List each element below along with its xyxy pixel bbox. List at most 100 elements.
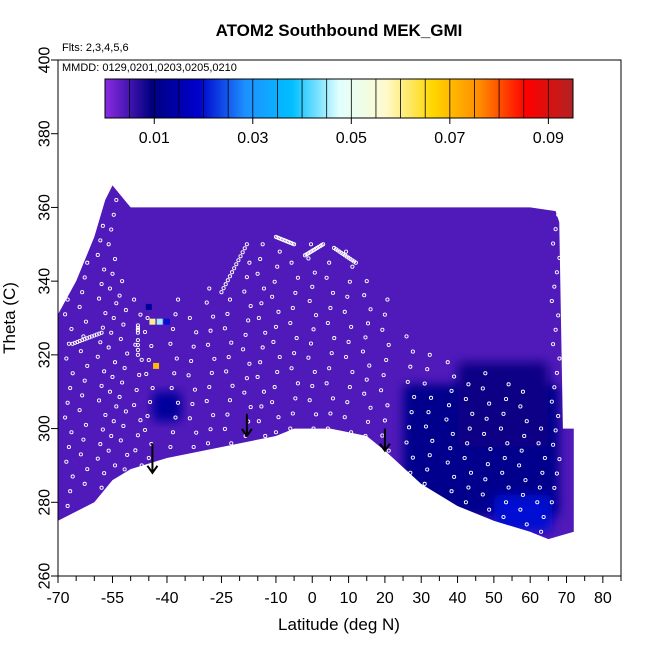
x-tick-label: 0 bbox=[308, 590, 317, 607]
obs-point bbox=[463, 500, 468, 505]
obs-point bbox=[168, 341, 173, 346]
obs-point bbox=[470, 411, 475, 416]
obs-point bbox=[246, 318, 251, 323]
obs-point bbox=[380, 327, 385, 332]
obs-point bbox=[498, 426, 504, 431]
obs-point bbox=[353, 260, 358, 265]
obs-point bbox=[329, 351, 334, 356]
obs-point bbox=[145, 413, 150, 419]
obs-point bbox=[312, 270, 317, 275]
obs-point bbox=[99, 330, 104, 335]
obs-point bbox=[307, 398, 312, 403]
obs-point bbox=[139, 463, 144, 468]
x-tick-label: -55 bbox=[101, 590, 124, 607]
obs-point bbox=[175, 400, 181, 405]
y-tick-label: 260 bbox=[37, 563, 54, 590]
obs-point bbox=[100, 325, 105, 330]
obs-point bbox=[109, 433, 114, 438]
obs-point bbox=[347, 279, 352, 284]
obs-point bbox=[423, 424, 428, 429]
obs-point bbox=[271, 339, 276, 345]
obs-point bbox=[263, 330, 268, 335]
obs-point bbox=[142, 427, 148, 433]
obs-point bbox=[426, 410, 431, 415]
obs-point bbox=[172, 371, 177, 376]
obs-point bbox=[332, 336, 337, 341]
x-tick-label: 20 bbox=[376, 590, 394, 607]
heatmap-field bbox=[58, 185, 574, 540]
obs-point bbox=[552, 284, 557, 289]
y-tick-label: 320 bbox=[37, 341, 54, 368]
obs-point bbox=[425, 467, 430, 472]
obs-point bbox=[85, 467, 90, 472]
obs-point bbox=[556, 313, 561, 318]
obs-point bbox=[263, 433, 268, 438]
obs-point bbox=[248, 405, 253, 410]
obs-point bbox=[222, 426, 227, 431]
x-tick-label: -25 bbox=[210, 590, 233, 607]
obs-point bbox=[480, 386, 485, 391]
obs-point bbox=[135, 347, 140, 352]
obs-point bbox=[122, 467, 127, 472]
obs-point bbox=[96, 500, 102, 505]
obs-point bbox=[240, 250, 245, 255]
obs-point bbox=[100, 427, 105, 432]
obs-point bbox=[260, 345, 265, 350]
obs-point bbox=[225, 412, 230, 417]
obs-point bbox=[83, 422, 89, 427]
obs-point bbox=[221, 286, 226, 291]
obs-point bbox=[232, 266, 237, 271]
obs-point bbox=[325, 426, 330, 431]
obs-point bbox=[259, 301, 264, 306]
obs-point bbox=[386, 342, 391, 347]
y-tick-label: 300 bbox=[37, 415, 54, 442]
obs-point bbox=[149, 343, 154, 349]
obs-point bbox=[227, 297, 233, 302]
obs-point bbox=[276, 415, 281, 420]
obs-point bbox=[554, 370, 559, 375]
obs-point bbox=[449, 489, 454, 494]
obs-point bbox=[324, 275, 329, 280]
obs-point bbox=[81, 437, 86, 442]
y-axis: 260 280 300 320 340 360 380 400 bbox=[37, 47, 58, 590]
obs-point bbox=[536, 441, 541, 446]
obs-point bbox=[112, 360, 118, 365]
obs-point bbox=[238, 254, 243, 259]
obs-point bbox=[539, 426, 544, 431]
obs-point bbox=[80, 393, 85, 398]
obs-point bbox=[225, 278, 230, 283]
obs-point bbox=[467, 426, 472, 431]
obs-point bbox=[554, 471, 559, 476]
obs-point bbox=[106, 242, 111, 247]
obs-point bbox=[256, 419, 261, 424]
obs-point bbox=[449, 388, 454, 393]
obs-point bbox=[363, 335, 368, 340]
y-tick-label: 380 bbox=[37, 120, 54, 147]
x-axis-label: Latitude (deg N) bbox=[278, 615, 400, 634]
obs-point bbox=[99, 282, 104, 287]
obs-point bbox=[487, 401, 492, 406]
obs-point bbox=[311, 327, 316, 332]
obs-point bbox=[452, 474, 457, 479]
obs-point bbox=[95, 252, 100, 258]
obs-point bbox=[350, 370, 355, 375]
date-annotation: MMDD: 0129,0201,0203,0205,0210 bbox=[62, 62, 237, 74]
x-tick-label: -10 bbox=[264, 590, 287, 607]
obs-point bbox=[117, 293, 122, 298]
obs-point bbox=[135, 342, 140, 348]
obs-point bbox=[293, 396, 298, 401]
obs-point bbox=[229, 270, 235, 275]
obs-point bbox=[535, 500, 540, 505]
obs-point bbox=[272, 385, 277, 390]
obs-point bbox=[208, 427, 213, 432]
obs-point bbox=[506, 485, 511, 490]
obs-point bbox=[289, 260, 294, 265]
plot-frame bbox=[57, 59, 622, 577]
obs-point bbox=[310, 284, 315, 289]
obs-point bbox=[551, 241, 556, 246]
obs-point bbox=[135, 328, 140, 333]
x-tick-label: 70 bbox=[558, 590, 576, 607]
obs-point bbox=[410, 455, 415, 460]
obs-point bbox=[343, 354, 349, 360]
